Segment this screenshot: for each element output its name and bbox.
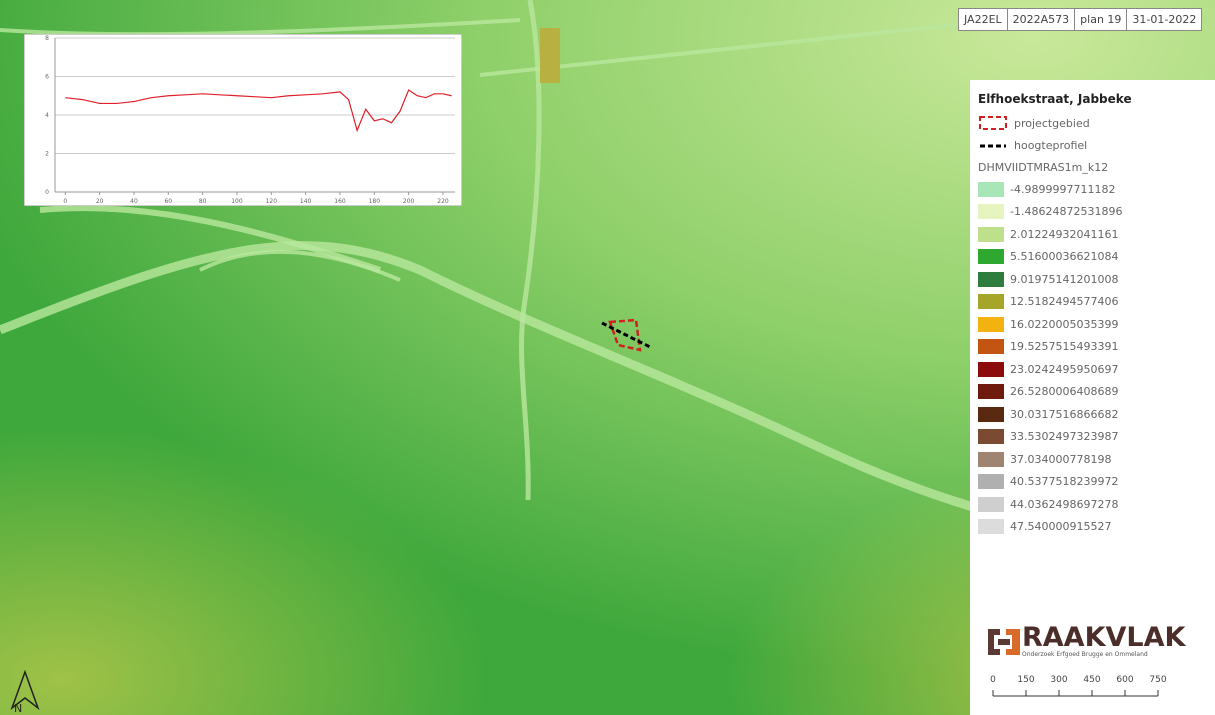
y-tick-label: 0 (45, 189, 49, 196)
legend-swatch (978, 474, 1004, 490)
legend-swatch (978, 429, 1004, 445)
scale-label: 0 (990, 675, 996, 685)
legend-title: Elfhoekstraat, Jabbeke (978, 92, 1132, 106)
title-block: JA22EL 2022A573 plan 19 31-01-2022 (958, 8, 1203, 31)
legend-class: 47.540000915527 (970, 516, 1215, 539)
x-tick-label: 160 (334, 198, 346, 205)
logo: RAAKVLAK Onderzoek Erfgoed Brugge en Omm… (986, 622, 1186, 658)
legend-swatch (978, 204, 1004, 220)
legend-label: 2.01224932041161 (1010, 227, 1119, 241)
x-tick-label: 0 (63, 198, 67, 205)
legend-label: hoogteprofiel (1014, 139, 1088, 153)
legend-item: projectgebied (970, 112, 1215, 135)
legend-class: 30.0317516866682 (970, 403, 1215, 426)
legend-label: projectgebied (1014, 116, 1090, 130)
x-tick-label: 100 (231, 198, 243, 205)
profile-line (65, 89, 452, 133)
legend-label: 5.51600036621084 (1010, 250, 1119, 264)
legend-swatch (978, 226, 1004, 242)
logo-tagline: Onderzoek Erfgoed Brugge en Ommeland (1022, 651, 1148, 658)
legend-swatch (978, 271, 1004, 287)
profile-line (601, 321, 651, 349)
y-tick-label: 2 (45, 151, 49, 158)
legend-label: 30.0317516866682 (1010, 407, 1119, 421)
legend-label: 9.01975141201008 (1010, 272, 1119, 286)
legend-swatch (978, 294, 1004, 310)
legend-class: 23.0242495950697 (970, 358, 1215, 381)
legend-class: 16.0220005035399 (970, 313, 1215, 336)
x-tick-label: 20 (96, 198, 104, 205)
chart-frame (24, 34, 462, 206)
legend-class: -4.9899997711182 (970, 178, 1215, 201)
legend-label: 26.5280006408689 (1010, 385, 1119, 399)
legend-swatch (978, 406, 1004, 422)
legend-label: 12.5182494577406 (1010, 295, 1119, 309)
legend-swatch (978, 519, 1004, 535)
x-tick-label: 60 (164, 198, 172, 205)
legend-swatch (978, 339, 1004, 355)
legend-label: -4.9899997711182 (1010, 182, 1116, 196)
title-cell: 31-01-2022 (1126, 8, 1203, 31)
legend-label: 23.0242495950697 (1010, 362, 1119, 376)
x-tick-label: 120 (266, 198, 278, 205)
legend-class: 33.5302497323987 (970, 426, 1215, 449)
legend-label: 19.5257515493391 (1010, 340, 1119, 354)
legend-swatch (978, 361, 1004, 377)
y-tick-label: 6 (45, 74, 49, 81)
legend-classes: -4.9899997711182 -1.48624872531896 2.01224… (970, 178, 1215, 538)
scale-label: 600 (1116, 675, 1133, 685)
layer-name: DHMVIIDTMRAS1m_k12 (978, 161, 1109, 174)
project-area (608, 318, 642, 352)
scale-label: 300 (1050, 675, 1067, 685)
scale-label: 150 (1017, 675, 1034, 685)
legend-swatch (978, 384, 1004, 400)
x-tick-label: 200 (403, 198, 415, 205)
legend-class: -1.48624872531896 (970, 201, 1215, 224)
legend-class: 9.01975141201008 (970, 268, 1215, 291)
x-tick-label: 180 (369, 198, 381, 205)
y-tick-label: 8 (45, 35, 49, 42)
legend-label: 33.5302497323987 (1010, 430, 1119, 444)
legend-label: -1.48624872531896 (1010, 205, 1123, 219)
x-tick-label: 80 (199, 198, 207, 205)
legend-class: 12.5182494577406 (970, 291, 1215, 314)
legend-class: 19.5257515493391 (970, 336, 1215, 359)
legend-label: 40.5377518239972 (1010, 475, 1119, 489)
logo-name: RAAKVLAK (1022, 622, 1186, 653)
scale-label: 750 (1149, 675, 1166, 685)
legend-swatch (978, 181, 1004, 197)
legend-class: 37.034000778198 (970, 448, 1215, 471)
legend-label: 16.0220005035399 (1010, 317, 1119, 331)
legend-swatch (978, 316, 1004, 332)
y-tick-label: 4 (45, 112, 49, 119)
legend-swatch (978, 496, 1004, 512)
scale-label: 450 (1083, 675, 1100, 685)
x-tick-label: 40 (130, 198, 138, 205)
legend-swatch (978, 451, 1004, 467)
title-cell: 2022A573 (1006, 8, 1076, 31)
legend-label: 44.0362498697278 (1010, 497, 1119, 511)
legend-class: 44.0362498697278 (970, 493, 1215, 516)
north-label: N (14, 702, 22, 715)
legend-class: 2.01224932041161 (970, 223, 1215, 246)
legend-class: 26.5280006408689 (970, 381, 1215, 404)
legend-swatch (978, 249, 1004, 265)
legend-label: 37.034000778198 (1010, 452, 1112, 466)
scale-bar: 0 150 300 450 600 750 (990, 675, 1167, 697)
north-arrow (10, 669, 40, 711)
legend-label: 47.540000915527 (1010, 520, 1112, 534)
title-cell: plan 19 (1074, 8, 1128, 31)
x-tick-label: 140 (300, 198, 312, 205)
legend-class: 5.51600036621084 (970, 246, 1215, 269)
legend-class: 40.5377518239972 (970, 471, 1215, 494)
x-tick-label: 220 (437, 198, 449, 205)
legend: Elfhoekstraat, Jabbeke projectgebied hoo… (970, 80, 1215, 715)
legend-item: hoogteprofiel (970, 135, 1215, 158)
title-cell: JA22EL (958, 8, 1008, 31)
